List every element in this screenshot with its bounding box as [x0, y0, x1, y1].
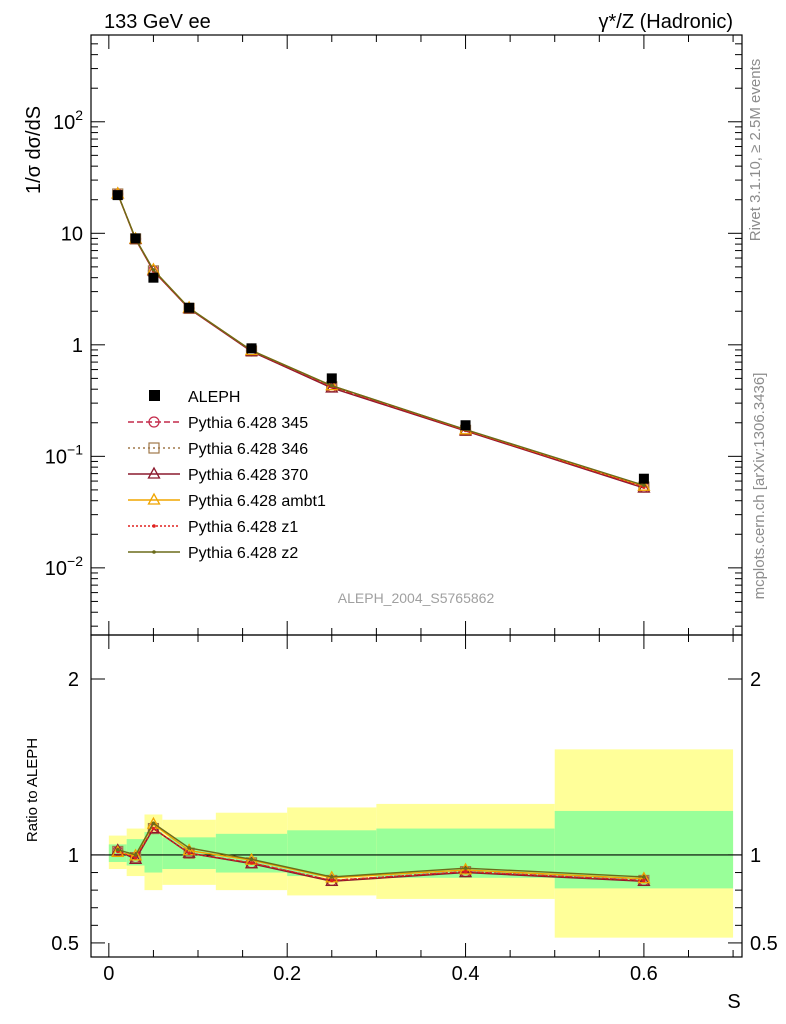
data-point — [460, 420, 471, 431]
series-marker — [151, 268, 156, 272]
series-line — [117, 193, 645, 486]
ratio-series-marker — [637, 873, 651, 886]
y-tick-label: 10−2 — [45, 553, 83, 580]
series-marker — [329, 383, 334, 388]
y-tick-label: 10 — [61, 223, 83, 245]
ratio-series-marker — [329, 878, 334, 883]
ratio-series-marker — [463, 866, 468, 870]
legend-marker — [152, 524, 156, 528]
ratio-y-tick-label: 2 — [68, 669, 79, 691]
data-point — [112, 190, 123, 201]
series-marker — [637, 480, 651, 493]
legend-marker — [147, 492, 161, 505]
ratio-series-line — [117, 822, 644, 878]
main-y-axis-label: 1/σ dσ/dS — [23, 106, 45, 194]
ratio-series-marker — [249, 857, 254, 862]
series-marker — [642, 483, 646, 488]
data-point — [326, 373, 337, 384]
header-left-title: 133 GeV ee — [104, 11, 211, 33]
ratio-y-tick-label: 0.5 — [750, 933, 778, 955]
ratio-series-marker — [115, 847, 120, 852]
ratio-series-marker — [111, 844, 125, 857]
ratio-series-marker — [463, 869, 468, 874]
y-tick-label: 102 — [53, 107, 83, 134]
x-axis-label: S — [727, 991, 740, 1013]
legend-label: Pythia 6.428 ambt1 — [188, 493, 326, 510]
x-tick-label: 0 — [103, 963, 114, 985]
ratio-series-marker — [642, 878, 646, 883]
mcplots-source-label: mcplots.cern.ch [arXiv:1306.3436] — [751, 373, 768, 600]
header-right-title: γ*/Z (Hadronic) — [599, 11, 733, 33]
ratio-y-tick-label: 1 — [68, 845, 79, 867]
ratio-series-marker — [151, 826, 156, 831]
ratio-series-marker — [187, 846, 191, 850]
ratio-y-axis-label: Ratio to ALEPH — [24, 738, 41, 842]
ratio-series-marker — [182, 845, 196, 858]
ratio-series-marker — [642, 875, 646, 879]
ratio-series-line — [117, 827, 644, 882]
analysis-watermark: ALEPH_2004_S5765862 — [338, 590, 495, 606]
ratio-panel: 0.5 0.5 1 1 2 2 0 0.2 0.4 0.6 Ratio to ALEPH S — [24, 634, 778, 1013]
ratio-series-marker — [637, 871, 651, 884]
ratio-series-marker — [329, 875, 334, 879]
series-marker — [637, 478, 651, 491]
data-point — [246, 343, 257, 354]
ratio-series-marker — [151, 821, 156, 826]
ratio-series-marker — [133, 855, 138, 860]
ratio-series-marker — [133, 853, 138, 857]
ratio-series-marker — [128, 851, 143, 864]
data-point — [184, 302, 195, 313]
rivet-version-label: Rivet 3.1.10, ≥ 2.5M events — [747, 59, 764, 242]
ratio-series-marker — [111, 843, 125, 856]
ratio-series-marker — [249, 861, 254, 865]
legend-marker — [149, 390, 160, 401]
legend-label: Pythia 6.428 370 — [188, 467, 308, 484]
legend-label: Pythia 6.428 z1 — [188, 519, 298, 536]
main-panel: 10−2 10−1 1 10 102 1/σ dσ/dS ALEPH_2004_S576… — [23, 34, 743, 636]
legend-marker — [152, 550, 156, 554]
legend-marker — [148, 416, 160, 428]
data-point — [148, 272, 159, 283]
ratio-frame — [90, 634, 743, 958]
legend-label: Pythia 6.428 z2 — [188, 545, 298, 562]
series-line — [117, 193, 645, 488]
y-tick-label: 1 — [72, 335, 83, 357]
x-tick-label: 0.4 — [452, 963, 480, 985]
ratio-inner-band — [287, 830, 377, 877]
y-tick-label: 10−1 — [45, 441, 83, 468]
data-point — [638, 473, 649, 484]
legend: ALEPH Pythia 6.428 345 Pythia 6.428 346 Pyt… — [128, 389, 326, 562]
ratio-y-tick-label: 1 — [750, 845, 761, 867]
ratio-y-tick-label: 0.5 — [51, 933, 79, 955]
ratio-inner-band — [144, 832, 163, 873]
legend-label: Pythia 6.428 346 — [188, 441, 308, 458]
legend-marker — [147, 466, 161, 479]
ratio-y-tick-label: 2 — [750, 669, 761, 691]
x-tick-label: 0.6 — [630, 963, 658, 985]
legend-label: ALEPH — [188, 389, 240, 406]
x-tick-label: 0.2 — [273, 963, 301, 985]
legend-label: Pythia 6.428 345 — [188, 415, 308, 432]
data-point — [130, 233, 141, 244]
legend-marker — [148, 442, 160, 454]
ratio-series-marker — [187, 851, 191, 855]
